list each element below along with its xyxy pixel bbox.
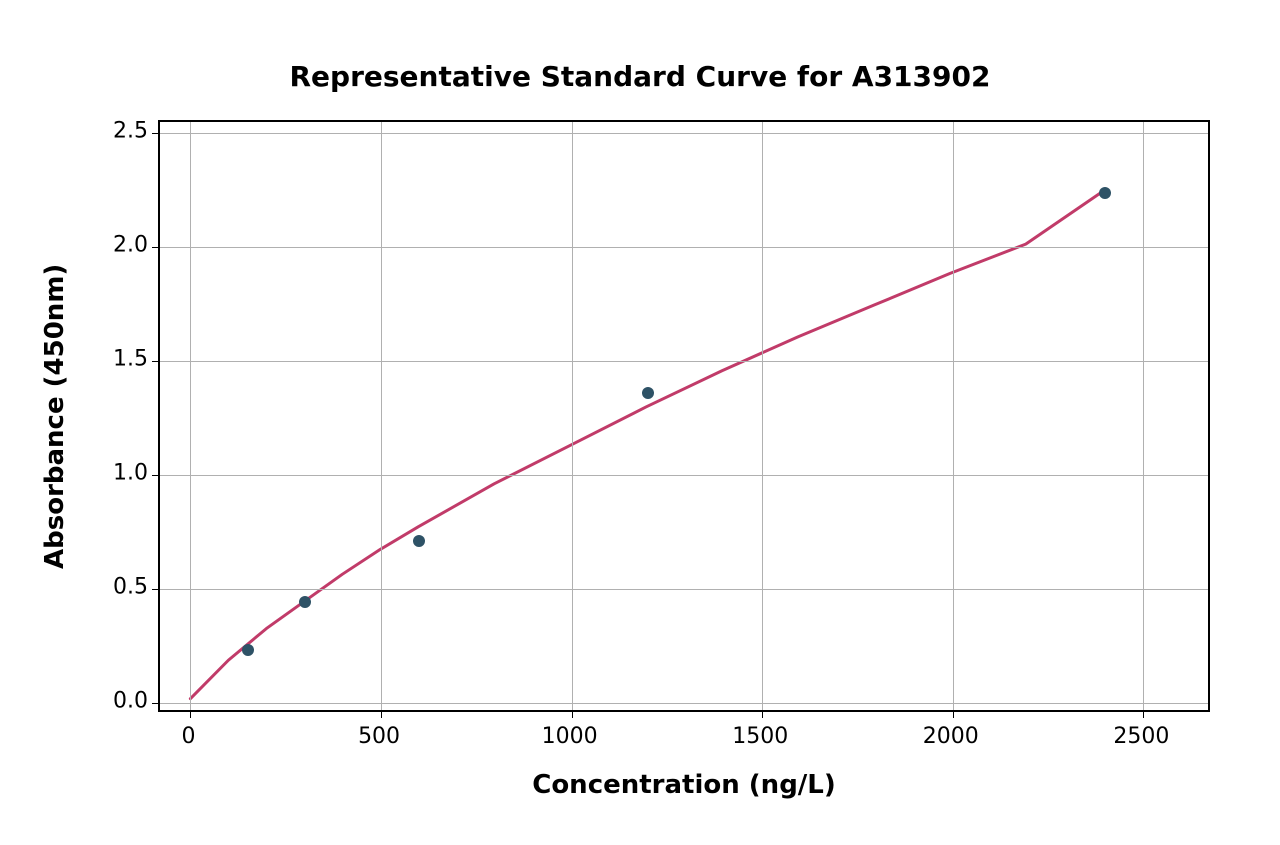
x-tick: [381, 710, 382, 718]
y-tick-label: 2.0: [98, 233, 148, 258]
data-point: [242, 644, 254, 656]
y-tick: [152, 589, 160, 590]
curve-svg: [160, 122, 1208, 710]
x-axis-label: Concentration (ng/L): [158, 770, 1210, 800]
x-tick: [1143, 710, 1144, 718]
y-tick: [152, 133, 160, 134]
grid-line-vertical: [572, 122, 573, 710]
y-axis-label: Absorbance (450nm): [40, 120, 70, 712]
x-tick: [762, 710, 763, 718]
x-tick-label: 500: [358, 724, 400, 749]
x-tick-label: 0: [181, 724, 195, 749]
grid-line-vertical: [762, 122, 763, 710]
x-tick-label: 1500: [732, 724, 788, 749]
grid-line-horizontal: [160, 247, 1208, 248]
data-point: [413, 535, 425, 547]
fitted-curve: [190, 192, 1101, 699]
grid-line-horizontal: [160, 703, 1208, 704]
chart-container: Representative Standard Curve for A31390…: [0, 0, 1280, 845]
x-tick-label: 2500: [1113, 724, 1169, 749]
chart-title: Representative Standard Curve for A31390…: [0, 60, 1280, 93]
data-point: [642, 387, 654, 399]
x-tick: [572, 710, 573, 718]
y-tick-label: 1.5: [98, 347, 148, 372]
plot-area: [158, 120, 1210, 712]
y-tick-label: 1.0: [98, 460, 148, 485]
x-tick: [953, 710, 954, 718]
y-tick: [152, 361, 160, 362]
grid-line-vertical: [953, 122, 954, 710]
y-tick-label: 2.5: [98, 119, 148, 144]
y-tick: [152, 703, 160, 704]
x-tick-label: 2000: [923, 724, 979, 749]
grid-line-vertical: [1143, 122, 1144, 710]
grid-line-vertical: [190, 122, 191, 710]
x-tick: [190, 710, 191, 718]
y-tick: [152, 247, 160, 248]
grid-line-horizontal: [160, 475, 1208, 476]
y-tick: [152, 475, 160, 476]
grid-line-horizontal: [160, 133, 1208, 134]
grid-line-vertical: [381, 122, 382, 710]
grid-line-horizontal: [160, 361, 1208, 362]
y-tick-label: 0.0: [98, 688, 148, 713]
y-tick-label: 0.5: [98, 574, 148, 599]
grid-line-horizontal: [160, 589, 1208, 590]
x-tick-label: 1000: [542, 724, 598, 749]
data-point: [299, 596, 311, 608]
data-point: [1099, 187, 1111, 199]
